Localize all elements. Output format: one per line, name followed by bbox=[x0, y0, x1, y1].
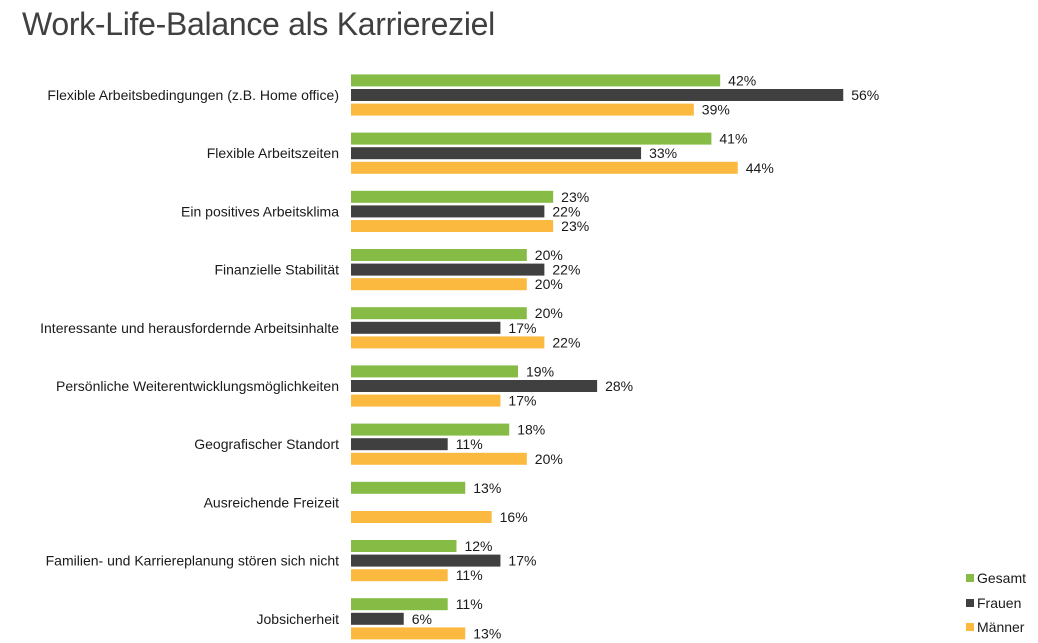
bar-frauen bbox=[351, 612, 404, 625]
category-label: Persönliche Weiterentwicklungsmöglichkei… bbox=[56, 378, 339, 394]
data-label: 19% bbox=[526, 363, 554, 379]
data-label: 28% bbox=[605, 378, 633, 394]
data-label: 20% bbox=[535, 247, 563, 263]
bar-gesamt bbox=[351, 365, 519, 378]
bar-maenner bbox=[351, 452, 527, 465]
legend-swatch-frauen bbox=[966, 598, 974, 607]
data-label: 33% bbox=[649, 145, 677, 161]
data-label: 20% bbox=[535, 305, 563, 321]
bar-maenner bbox=[351, 569, 448, 582]
bar-maenner bbox=[351, 511, 492, 523]
legend: Gesamt Frauen Männer bbox=[966, 566, 1026, 640]
category-group: Flexible Arbeitszeiten 41% 33% 44% bbox=[207, 131, 774, 176]
data-label: 42% bbox=[728, 72, 756, 88]
bar-maenner bbox=[351, 336, 545, 349]
bar-frauen bbox=[351, 438, 448, 451]
bar-gesamt bbox=[351, 307, 527, 320]
data-label: 17% bbox=[508, 553, 536, 569]
bar-gesamt bbox=[351, 481, 466, 494]
data-label: 22% bbox=[552, 262, 580, 278]
legend-item-maenner: Männer bbox=[966, 615, 1026, 640]
category-label: Familien- und Karriereplanung stören sic… bbox=[46, 553, 339, 569]
legend-label-frauen: Frauen bbox=[977, 594, 1022, 611]
category-label: Jobsicherheit bbox=[257, 611, 340, 627]
data-label: 23% bbox=[561, 189, 589, 205]
category-group: Geografischer Standort 18% 11% 20% bbox=[194, 422, 563, 467]
bar-maenner bbox=[351, 220, 554, 232]
bar-maenner bbox=[351, 161, 738, 174]
bar-maenner bbox=[351, 103, 694, 116]
category-label: Finanzielle Stabilität bbox=[214, 262, 339, 278]
data-label: 16% bbox=[500, 509, 528, 525]
category-group: Interessante und herausfordernde Arbeits… bbox=[40, 305, 580, 350]
data-label: 13% bbox=[473, 625, 501, 641]
bar-maenner bbox=[351, 627, 466, 640]
category-group: Ausreichende Freizeit 13% 16% bbox=[204, 480, 528, 525]
legend-item-gesamt: Gesamt bbox=[966, 566, 1026, 591]
data-label: 11% bbox=[456, 567, 483, 583]
bar-gesamt bbox=[351, 249, 527, 261]
category-label: Ein positives Arbeitsklima bbox=[181, 203, 339, 219]
bar-gesamt bbox=[351, 540, 457, 552]
data-label: 39% bbox=[702, 102, 730, 118]
data-label: 56% bbox=[851, 87, 879, 103]
data-label: 23% bbox=[561, 218, 589, 234]
bar-frauen bbox=[351, 554, 501, 567]
data-label: 12% bbox=[464, 538, 492, 554]
bar-frauen bbox=[351, 205, 545, 218]
data-label: 17% bbox=[508, 320, 536, 336]
bar-frauen bbox=[351, 263, 545, 276]
data-label: 44% bbox=[746, 160, 774, 176]
category-label: Flexible Arbeitsbedingungen (z.B. Home o… bbox=[47, 87, 339, 103]
bar-frauen bbox=[351, 89, 844, 101]
data-label: 17% bbox=[508, 393, 536, 409]
bar-gesamt bbox=[351, 132, 712, 145]
category-group: Familien- und Karriereplanung stören sic… bbox=[46, 538, 537, 583]
legend-swatch-gesamt bbox=[966, 574, 974, 583]
bar-frauen bbox=[351, 380, 598, 392]
bar-gesamt bbox=[351, 74, 721, 87]
category-label: Ausreichende Freizeit bbox=[204, 494, 340, 510]
category-group: Jobsicherheit 11% 6% 13% bbox=[257, 596, 502, 641]
bar-gesamt bbox=[351, 190, 554, 203]
bar-frauen bbox=[351, 147, 642, 160]
legend-swatch-maenner bbox=[966, 623, 974, 632]
bar-maenner bbox=[351, 394, 501, 407]
category-group: Persönliche Weiterentwicklungsmöglichkei… bbox=[56, 363, 633, 408]
legend-label-maenner: Männer bbox=[977, 619, 1025, 636]
data-label: 41% bbox=[719, 131, 747, 147]
category-group: Flexible Arbeitsbedingungen (z.B. Home o… bbox=[47, 72, 879, 117]
bar-gesamt bbox=[351, 423, 510, 436]
bar-frauen bbox=[351, 321, 501, 334]
data-label: 6% bbox=[412, 611, 432, 627]
category-label: Interessante und herausfordernde Arbeits… bbox=[40, 320, 339, 336]
data-label: 13% bbox=[473, 480, 501, 496]
data-label: 11% bbox=[456, 596, 483, 612]
chart-title: Work-Life-Balance als Karriereziel bbox=[22, 6, 495, 42]
data-label: 20% bbox=[535, 276, 563, 292]
data-label: 20% bbox=[535, 451, 563, 467]
legend-label-gesamt: Gesamt bbox=[977, 570, 1027, 587]
category-group: Ein positives Arbeitsklima 23%22%23% bbox=[181, 189, 589, 234]
category-label: Geografischer Standort bbox=[194, 436, 339, 452]
category-label: Flexible Arbeitszeiten bbox=[207, 145, 339, 161]
data-label: 22% bbox=[552, 334, 580, 350]
bar-gesamt bbox=[351, 598, 448, 611]
legend-item-frauen: Frauen bbox=[966, 591, 1026, 616]
data-label: 11% bbox=[456, 436, 483, 452]
bar-maenner bbox=[351, 278, 527, 291]
data-label: 22% bbox=[552, 203, 580, 219]
category-group: Finanzielle Stabilität 20%22%20% bbox=[214, 247, 580, 292]
data-label: 18% bbox=[517, 422, 545, 438]
